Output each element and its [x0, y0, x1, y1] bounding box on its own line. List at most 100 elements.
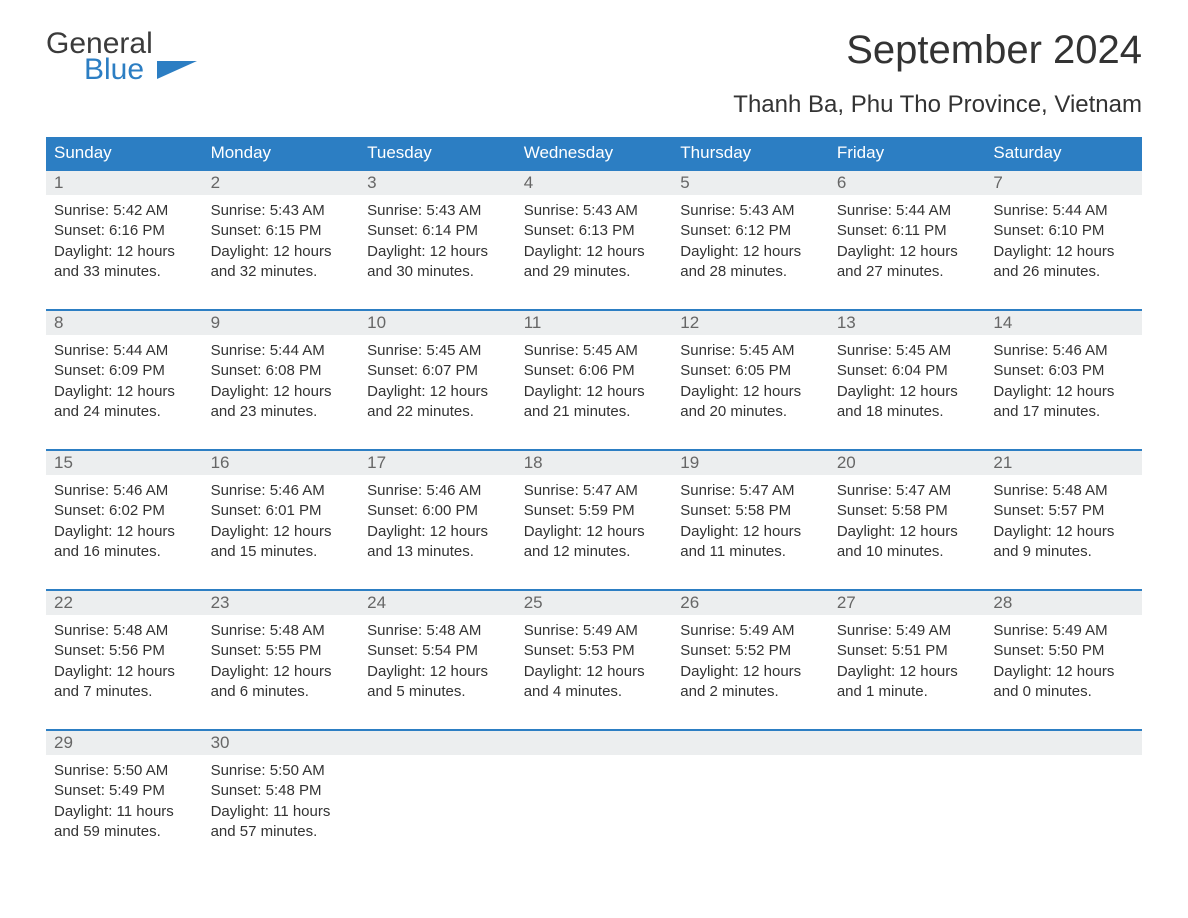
sunrise-text: Sunrise: 5:43 AM	[524, 201, 665, 221]
day-number: 22	[46, 591, 203, 615]
day-number: 10	[359, 311, 516, 335]
sunset-text: Sunset: 6:15 PM	[211, 221, 352, 241]
sunrise-text: Sunrise: 5:49 AM	[837, 621, 978, 641]
day-cell: Sunrise: 5:45 AMSunset: 6:06 PMDaylight:…	[516, 335, 673, 435]
day-number: 28	[985, 591, 1142, 615]
logo: General Blue	[46, 28, 197, 85]
daylight-text-line2: and 9 minutes.	[993, 542, 1134, 562]
day-number: 4	[516, 171, 673, 195]
daylight-text-line1: Daylight: 12 hours	[54, 522, 195, 542]
daylight-text-line1: Daylight: 12 hours	[993, 662, 1134, 682]
daylight-text-line1: Daylight: 12 hours	[54, 662, 195, 682]
day-number: 14	[985, 311, 1142, 335]
daylight-text-line1: Daylight: 12 hours	[524, 382, 665, 402]
sunrise-text: Sunrise: 5:43 AM	[680, 201, 821, 221]
daylight-text-line1: Daylight: 12 hours	[993, 242, 1134, 262]
daylight-text-line1: Daylight: 12 hours	[54, 242, 195, 262]
day-cell: Sunrise: 5:48 AMSunset: 5:55 PMDaylight:…	[203, 615, 360, 715]
sunrise-text: Sunrise: 5:44 AM	[993, 201, 1134, 221]
sunrise-text: Sunrise: 5:49 AM	[524, 621, 665, 641]
daylight-text-line2: and 15 minutes.	[211, 542, 352, 562]
sunset-text: Sunset: 5:51 PM	[837, 641, 978, 661]
daylight-text-line2: and 30 minutes.	[367, 262, 508, 282]
daynum-band: 15161718192021	[46, 451, 1142, 475]
daylight-text-line2: and 28 minutes.	[680, 262, 821, 282]
day-cell: Sunrise: 5:47 AMSunset: 5:58 PMDaylight:…	[672, 475, 829, 575]
daynum-band: 2930	[46, 731, 1142, 755]
daylight-text-line1: Daylight: 12 hours	[524, 522, 665, 542]
daylight-text-line2: and 16 minutes.	[54, 542, 195, 562]
daylight-text-line1: Daylight: 12 hours	[680, 382, 821, 402]
sunset-text: Sunset: 6:05 PM	[680, 361, 821, 381]
daylight-text-line1: Daylight: 12 hours	[211, 382, 352, 402]
day-number: 18	[516, 451, 673, 475]
day-cell: Sunrise: 5:43 AMSunset: 6:15 PMDaylight:…	[203, 195, 360, 295]
weekday-header: Saturday	[985, 137, 1142, 169]
sunset-text: Sunset: 5:56 PM	[54, 641, 195, 661]
sunrise-text: Sunrise: 5:43 AM	[211, 201, 352, 221]
daylight-text-line1: Daylight: 12 hours	[837, 242, 978, 262]
daylight-text-line1: Daylight: 12 hours	[993, 382, 1134, 402]
day-number	[359, 731, 516, 755]
week-row: 15161718192021Sunrise: 5:46 AMSunset: 6:…	[46, 449, 1142, 575]
sunrise-text: Sunrise: 5:46 AM	[993, 341, 1134, 361]
daylight-text-line2: and 21 minutes.	[524, 402, 665, 422]
daynum-band: 22232425262728	[46, 591, 1142, 615]
day-cell	[516, 755, 673, 855]
day-cell: Sunrise: 5:50 AMSunset: 5:49 PMDaylight:…	[46, 755, 203, 855]
sunrise-text: Sunrise: 5:48 AM	[993, 481, 1134, 501]
daylight-text-line1: Daylight: 11 hours	[54, 802, 195, 822]
daylight-text-line1: Daylight: 12 hours	[367, 382, 508, 402]
day-number: 3	[359, 171, 516, 195]
week-row: 1234567Sunrise: 5:42 AMSunset: 6:16 PMDa…	[46, 169, 1142, 295]
week-row: 2930Sunrise: 5:50 AMSunset: 5:49 PMDayli…	[46, 729, 1142, 855]
sunrise-text: Sunrise: 5:46 AM	[211, 481, 352, 501]
daylight-text-line1: Daylight: 12 hours	[837, 662, 978, 682]
daynum-band: 891011121314	[46, 311, 1142, 335]
sunset-text: Sunset: 5:54 PM	[367, 641, 508, 661]
sunrise-text: Sunrise: 5:46 AM	[54, 481, 195, 501]
day-number: 7	[985, 171, 1142, 195]
day-number: 8	[46, 311, 203, 335]
sunset-text: Sunset: 5:52 PM	[680, 641, 821, 661]
day-number: 27	[829, 591, 986, 615]
daylight-text-line2: and 29 minutes.	[524, 262, 665, 282]
page-header: General Blue September 2024	[46, 28, 1142, 85]
daylight-text-line1: Daylight: 12 hours	[211, 242, 352, 262]
day-cell: Sunrise: 5:48 AMSunset: 5:56 PMDaylight:…	[46, 615, 203, 715]
day-cell: Sunrise: 5:46 AMSunset: 6:01 PMDaylight:…	[203, 475, 360, 575]
day-cell	[359, 755, 516, 855]
daylight-text-line1: Daylight: 12 hours	[367, 662, 508, 682]
day-number: 30	[203, 731, 360, 755]
sunrise-text: Sunrise: 5:50 AM	[211, 761, 352, 781]
sunrise-text: Sunrise: 5:43 AM	[367, 201, 508, 221]
day-cell: Sunrise: 5:44 AMSunset: 6:09 PMDaylight:…	[46, 335, 203, 435]
sunset-text: Sunset: 5:59 PM	[524, 501, 665, 521]
daylight-text-line2: and 10 minutes.	[837, 542, 978, 562]
sunset-text: Sunset: 6:14 PM	[367, 221, 508, 241]
day-number: 23	[203, 591, 360, 615]
sunrise-text: Sunrise: 5:50 AM	[54, 761, 195, 781]
daylight-text-line2: and 6 minutes.	[211, 682, 352, 702]
daylight-text-line1: Daylight: 12 hours	[993, 522, 1134, 542]
sunset-text: Sunset: 5:50 PM	[993, 641, 1134, 661]
sunset-text: Sunset: 6:10 PM	[993, 221, 1134, 241]
sunset-text: Sunset: 6:11 PM	[837, 221, 978, 241]
logo-flag-icon	[157, 61, 197, 79]
day-cell: Sunrise: 5:49 AMSunset: 5:51 PMDaylight:…	[829, 615, 986, 715]
daylight-text-line1: Daylight: 12 hours	[524, 662, 665, 682]
day-cell: Sunrise: 5:48 AMSunset: 5:57 PMDaylight:…	[985, 475, 1142, 575]
day-cell	[985, 755, 1142, 855]
logo-text-line2: Blue	[84, 54, 153, 86]
weekday-header: Friday	[829, 137, 986, 169]
daylight-text-line1: Daylight: 12 hours	[367, 522, 508, 542]
daylight-text-line2: and 0 minutes.	[993, 682, 1134, 702]
daylight-text-line2: and 26 minutes.	[993, 262, 1134, 282]
sunset-text: Sunset: 6:02 PM	[54, 501, 195, 521]
weekday-header: Wednesday	[516, 137, 673, 169]
sunset-text: Sunset: 5:49 PM	[54, 781, 195, 801]
sunset-text: Sunset: 5:53 PM	[524, 641, 665, 661]
sunrise-text: Sunrise: 5:44 AM	[837, 201, 978, 221]
day-number	[516, 731, 673, 755]
day-number: 21	[985, 451, 1142, 475]
